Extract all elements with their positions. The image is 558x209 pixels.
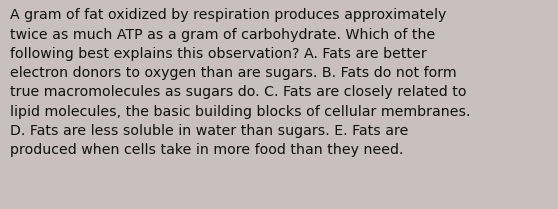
Text: A gram of fat oxidized by respiration produces approximately
twice as much ATP a: A gram of fat oxidized by respiration pr…: [10, 8, 470, 157]
